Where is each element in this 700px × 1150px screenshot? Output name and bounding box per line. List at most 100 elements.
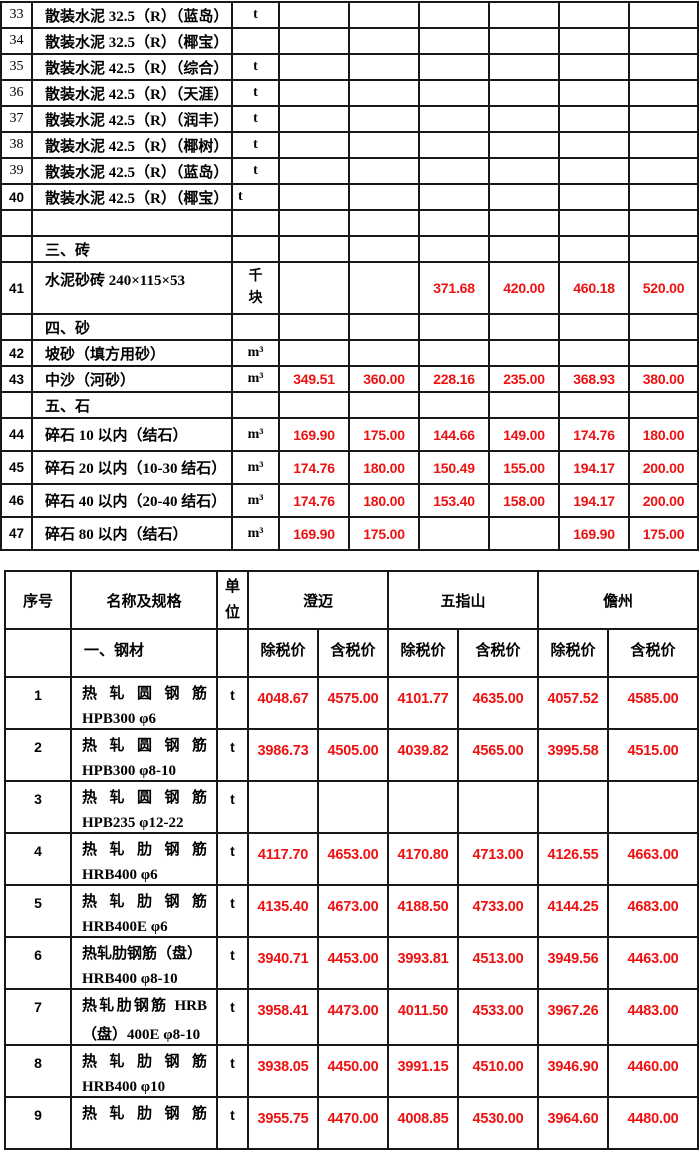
item-unit bbox=[231, 27, 280, 55]
price-value bbox=[348, 235, 420, 263]
price-value bbox=[348, 261, 420, 315]
item-unit: t bbox=[216, 832, 249, 886]
item-name: 热轧肋钢筋（盘） HRB400 φ8-10 bbox=[70, 936, 218, 990]
row-number: 2 bbox=[4, 728, 72, 782]
price-value: 4048.67 bbox=[247, 676, 319, 730]
item-name: 散装水泥 32.5（R）（蓝岛） bbox=[31, 1, 233, 29]
row-number: 36 bbox=[0, 79, 33, 107]
item-unit: t bbox=[216, 884, 249, 938]
price-value bbox=[558, 391, 630, 419]
row-number: 47 bbox=[0, 516, 33, 551]
price-value bbox=[628, 157, 699, 185]
table-row: 1 热 轧 圆 钢 筋 HPB300 φ6 t 4048.67 4575.00 4101.7… bbox=[4, 676, 700, 730]
item-unit: 千块 bbox=[231, 261, 280, 315]
price-value: 4713.00 bbox=[457, 832, 540, 886]
price-value bbox=[348, 53, 420, 81]
table-row: 36 散装水泥 42.5（R）（天涯） t bbox=[0, 79, 699, 107]
price-value: 174.76 bbox=[558, 417, 630, 452]
price-value: 4505.00 bbox=[316, 728, 390, 782]
price-value bbox=[628, 183, 699, 211]
price-value: 4008.85 bbox=[387, 1096, 460, 1150]
price-value bbox=[628, 235, 699, 263]
row-number: 35 bbox=[0, 53, 33, 81]
price-value: 4533.00 bbox=[457, 988, 540, 1046]
price-value bbox=[316, 780, 390, 834]
price-value bbox=[348, 209, 420, 237]
price-value: 3993.81 bbox=[387, 936, 460, 990]
table-row: 4 热 轧 肋 钢 筋 HRB400 φ6 t 4117.70 4653.00 4170.8… bbox=[4, 832, 700, 886]
price-value: 4117.70 bbox=[247, 832, 319, 886]
price-value: 4530.00 bbox=[457, 1096, 540, 1150]
price-value bbox=[278, 235, 350, 263]
item-name: 散装水泥 42.5（R）（椰树） bbox=[31, 131, 233, 159]
price-value: 3964.60 bbox=[537, 1096, 610, 1150]
price-value bbox=[607, 780, 700, 834]
price-value: 153.40 bbox=[418, 483, 490, 518]
item-unit: t bbox=[216, 780, 249, 834]
price-value: 4450.00 bbox=[316, 1044, 390, 1098]
table-row: 44 碎石 10 以内（结石） m³ 169.90 175.00 144.66 149.00… bbox=[0, 417, 699, 452]
price-value bbox=[488, 235, 560, 263]
name-line2: HRB400 φ10 bbox=[82, 1079, 166, 1095]
price-value bbox=[278, 391, 350, 419]
item-unit: m³ bbox=[231, 339, 280, 367]
row-number: 6 bbox=[4, 936, 72, 990]
price-value bbox=[558, 339, 630, 367]
price-value: 4480.00 bbox=[607, 1096, 700, 1150]
name-line1: 热 轧 肋 钢 筋 bbox=[82, 1106, 207, 1122]
item-unit: t bbox=[231, 79, 280, 107]
name-line2: （盘）400E φ8-10 bbox=[82, 1027, 201, 1043]
price-value: 228.16 bbox=[418, 365, 490, 393]
item-name: 热 轧 肋 钢 筋 bbox=[70, 1096, 218, 1150]
price-value: 4453.00 bbox=[316, 936, 390, 990]
price-value bbox=[348, 313, 420, 341]
row-number bbox=[0, 235, 33, 263]
item-unit: t bbox=[216, 936, 249, 990]
price-value bbox=[558, 183, 630, 211]
name-line2: HRB400 φ8-10 bbox=[82, 971, 178, 987]
price-value bbox=[628, 105, 699, 133]
price-value bbox=[628, 27, 699, 55]
item-unit: t bbox=[216, 1044, 249, 1098]
item-name: 散装水泥 42.5（R）（综合） bbox=[31, 53, 233, 81]
table-row: 2 热 轧 圆 钢 筋 HPB300 φ8-10 t 3986.73 4505.00 403… bbox=[4, 728, 700, 782]
section-title: 三、砖 bbox=[31, 235, 233, 263]
item-name: 散装水泥 42.5（R）（椰宝） bbox=[31, 183, 233, 211]
item-unit: t bbox=[231, 131, 280, 159]
price-value bbox=[278, 131, 350, 159]
price-value bbox=[488, 339, 560, 367]
item-unit: t bbox=[231, 1, 280, 29]
item-unit: m³ bbox=[231, 516, 280, 551]
price-value: 158.00 bbox=[488, 483, 560, 518]
item-name: 散装水泥 42.5（R）（润丰） bbox=[31, 105, 233, 133]
item-name: 热轧肋钢筋 HRB （盘）400E φ8-10 bbox=[70, 988, 218, 1046]
price-value bbox=[418, 516, 490, 551]
row-number: 42 bbox=[0, 339, 33, 367]
price-value: 169.90 bbox=[278, 417, 350, 452]
item-name: 碎石 10 以内（结石） bbox=[31, 417, 233, 452]
materials-table-body: 33 散装水泥 32.5（R）（蓝岛） t 34 散装水泥 32.5（R）（椰宝） 35 散… bbox=[0, 1, 699, 551]
row-number: 8 bbox=[4, 1044, 72, 1098]
price-value: 175.00 bbox=[628, 516, 699, 551]
price-value bbox=[278, 157, 350, 185]
header-empty-cell bbox=[216, 628, 249, 678]
price-value bbox=[348, 131, 420, 159]
row-number: 39 bbox=[0, 157, 33, 185]
price-value bbox=[488, 391, 560, 419]
item-unit: t bbox=[216, 988, 249, 1046]
section-title: 四、砂 bbox=[31, 313, 233, 341]
price-value: 3995.58 bbox=[537, 728, 610, 782]
header-city-danzhou: 儋州 bbox=[537, 570, 700, 630]
price-value: 349.51 bbox=[278, 365, 350, 393]
price-value bbox=[278, 261, 350, 315]
price-value bbox=[418, 1, 490, 29]
price-value: 194.17 bbox=[558, 450, 630, 485]
name-line2: HPB300 φ8-10 bbox=[82, 763, 176, 779]
table-row: 47 碎石 80 以内（结石） m³ 169.90 175.00 169.90 175.00 bbox=[0, 516, 699, 551]
price-value bbox=[278, 53, 350, 81]
price-value bbox=[278, 105, 350, 133]
price-value: 4515.00 bbox=[607, 728, 700, 782]
price-value bbox=[348, 1, 420, 29]
price-value: 3958.41 bbox=[247, 988, 319, 1046]
price-value bbox=[558, 1, 630, 29]
